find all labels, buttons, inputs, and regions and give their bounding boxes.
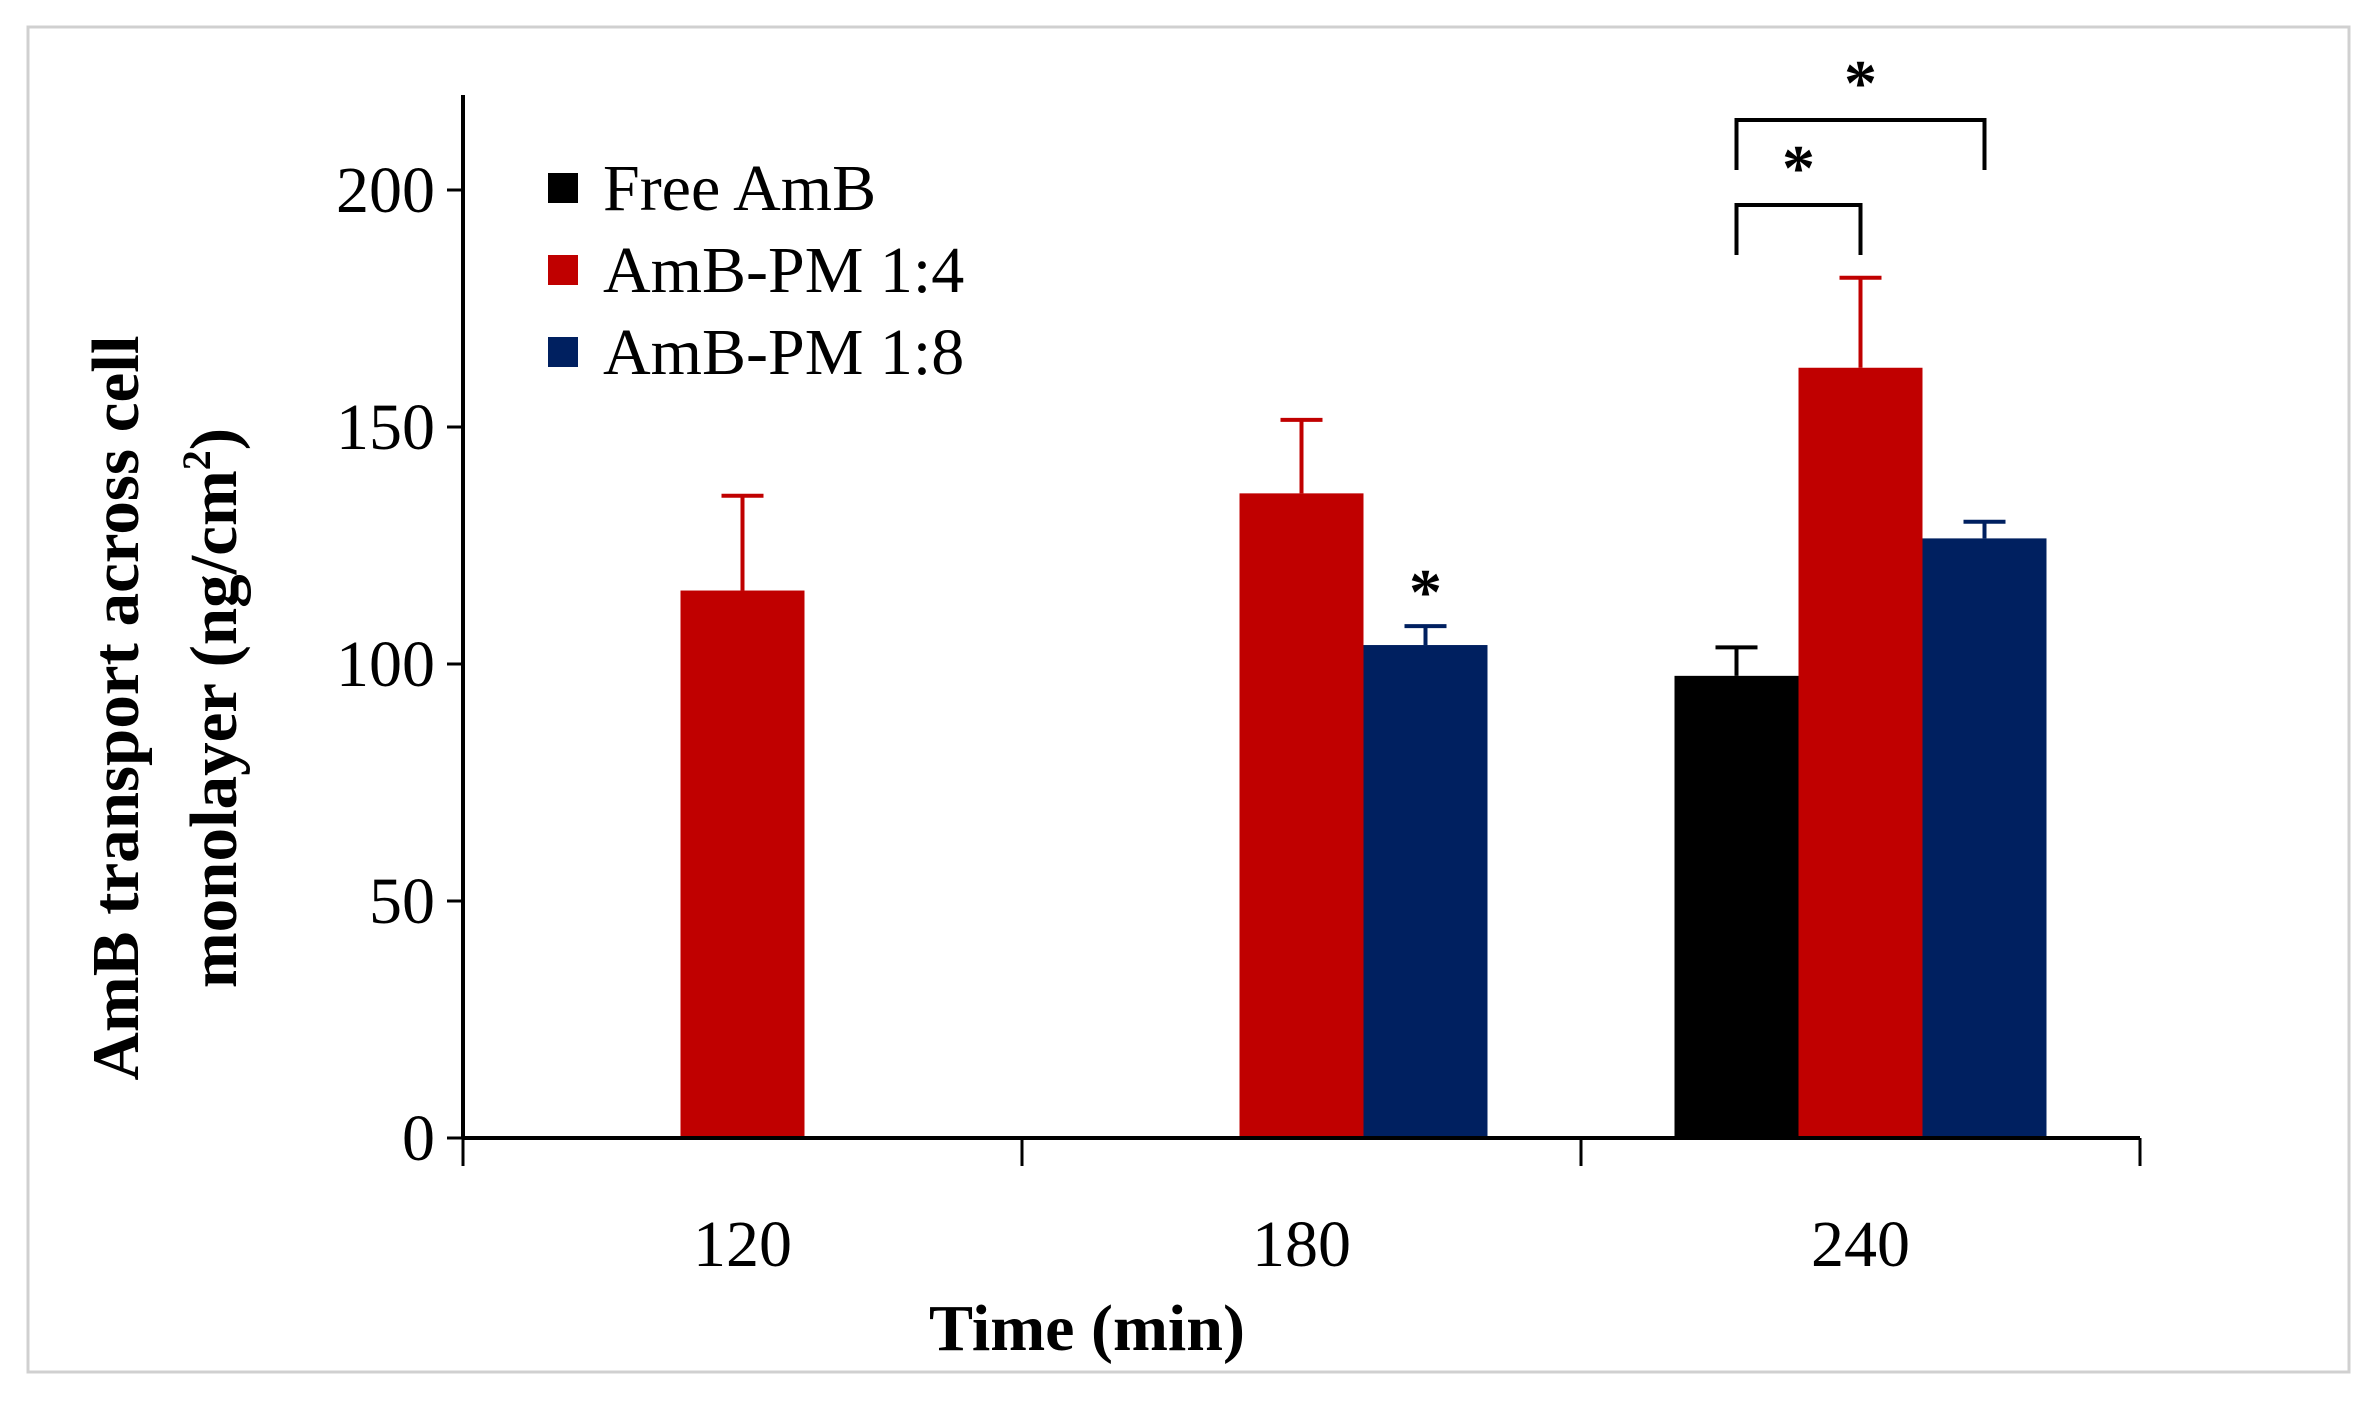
legend-swatch-amb-pm-1-8 [548, 337, 578, 367]
y-axis-ticks: 0 50 100 150 200 [336, 154, 463, 1175]
significance-bracket-1 [1734, 203, 1863, 255]
legend-swatch-amb-pm-1-4 [548, 255, 578, 285]
y-axis-title-superscript: 2 [174, 450, 219, 470]
x-axis-ticks: 120 180 240 [461, 1138, 2142, 1281]
y-tick-label-200: 200 [336, 154, 435, 227]
significance-star-0: * [1409, 556, 1442, 629]
x-axis-title: Time (min) [929, 1292, 1245, 1365]
legend-label-amb-pm-1-4: AmB-PM 1:4 [603, 234, 964, 307]
significance-bracket-2 [1734, 118, 1987, 170]
y-tick-label-100: 100 [336, 628, 435, 701]
bar-amb-pm-1-4-120 [680, 590, 805, 1138]
axes-group [461, 95, 2140, 1140]
y-axis-title: AmB transport across cell monolayer (ng/… [79, 336, 251, 1081]
bar-amb-pm-1-8-180 [1363, 645, 1488, 1138]
x-tick-label-180: 180 [1252, 1208, 1351, 1281]
bar-amb-pm-1-4-240 [1798, 367, 1923, 1138]
y-axis-title-main: monolayer (ng/cm [177, 470, 251, 988]
bars-group [680, 367, 2047, 1138]
legend-swatch-free-amb [548, 173, 578, 203]
significance-bracket-star-1: * [1782, 132, 1815, 205]
bar-amb-pm-1-4-180 [1239, 493, 1364, 1138]
y-axis-title-line-1: AmB transport across cell [79, 336, 153, 1081]
y-tick-label-150: 150 [336, 391, 435, 464]
legend-label-free-amb: Free AmB [603, 152, 876, 225]
y-tick-label-0: 0 [402, 1102, 435, 1175]
y-tick-label-50: 50 [369, 865, 435, 938]
significance-annotations: * * * [1409, 47, 1987, 629]
x-tick-label-120: 120 [693, 1208, 792, 1281]
y-axis-title-suffix: ) [177, 428, 251, 450]
legend: Free AmB AmB-PM 1:4 AmB-PM 1:8 [548, 152, 964, 389]
bar-free-amb-240 [1674, 675, 1799, 1138]
error-bars-group [721, 275, 2006, 676]
x-tick-label-240: 240 [1811, 1208, 1910, 1281]
significance-bracket-star-2: * [1844, 47, 1877, 120]
y-axis-title-line-2: monolayer (ng/cm2) [174, 428, 251, 988]
bar-amb-pm-1-8-240 [1922, 538, 2047, 1138]
legend-label-amb-pm-1-8: AmB-PM 1:8 [603, 316, 964, 389]
